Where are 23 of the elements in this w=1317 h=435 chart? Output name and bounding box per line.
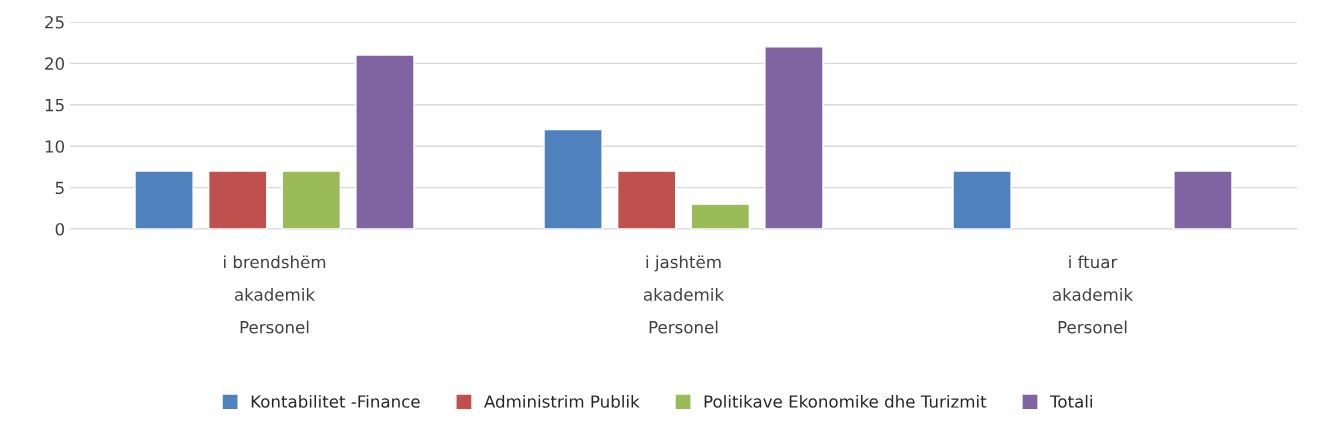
- bar: [355, 54, 415, 229]
- x-tick-label: i ftuar akademik Personel: [1052, 255, 1134, 334]
- y-tick-label: 25: [45, 15, 64, 29]
- bar: [616, 170, 677, 229]
- legend-label: Kontabilitet -Finance: [251, 394, 420, 408]
- bar: [690, 203, 751, 229]
- y-tick-label: 10: [45, 140, 65, 153]
- legend-label: Politikave Ekonomike dhe Turizmit: [704, 394, 987, 408]
- bar: [1173, 170, 1233, 229]
- x-tick-label: i jashtëm akademik Personel: [643, 255, 725, 334]
- y-tick-label: 15: [45, 98, 64, 112]
- bar: [543, 128, 603, 229]
- bar: [134, 170, 194, 229]
- y-tick-label: 0: [55, 222, 65, 236]
- bar: [281, 170, 342, 229]
- bar: [764, 46, 824, 229]
- bar: [207, 170, 268, 229]
- y-tick-label: 20: [45, 57, 65, 70]
- legend-label: Administrim Publik: [484, 394, 640, 408]
- x-tick-label: i brendshëm akademik Personel: [224, 255, 326, 334]
- legend-label: Totali: [1049, 394, 1092, 408]
- y-tick-label: 5: [55, 181, 64, 195]
- bar: [952, 170, 1012, 229]
